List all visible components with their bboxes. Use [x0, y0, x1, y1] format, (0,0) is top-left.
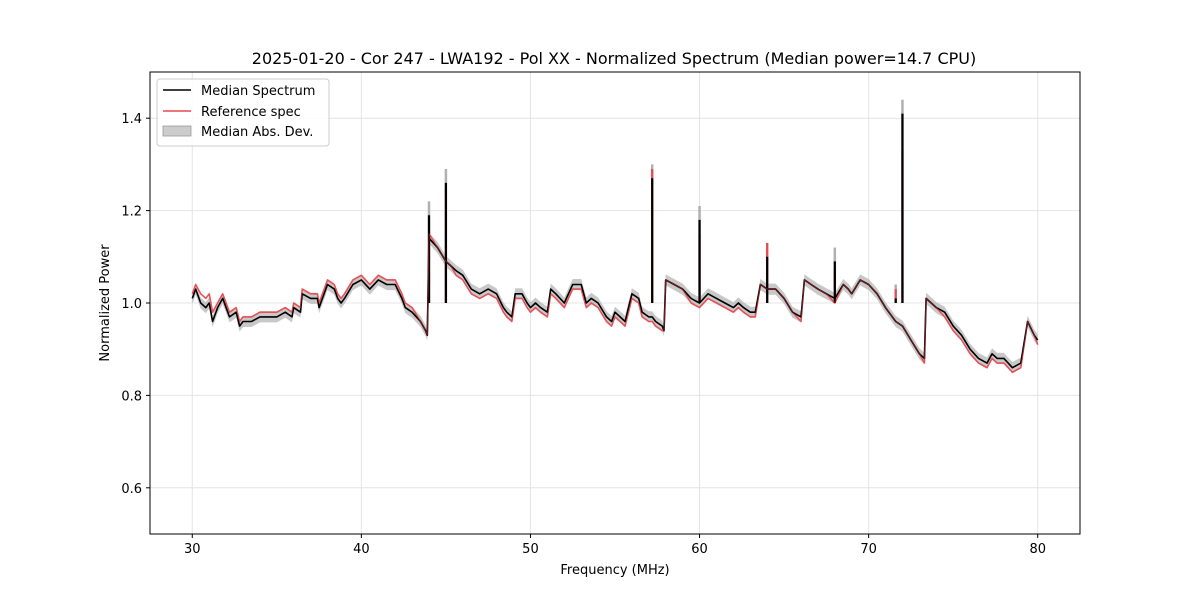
x-tick-label: 70	[860, 542, 877, 557]
legend-reference-label: Reference spec	[201, 105, 301, 120]
median-series-layer	[191, 113, 1039, 373]
legend-box	[156, 78, 330, 147]
x-tick-label: 30	[184, 542, 201, 557]
chart-title: 2025-01-20 - Cor 247 - LWA192 - Pol XX -…	[252, 49, 976, 68]
reference-overlay-line	[191, 233, 1039, 373]
y-axis-label: Normalized Power	[98, 244, 113, 362]
y-tick-label: 1.4	[121, 112, 142, 127]
legend-mad-label: Median Abs. Dev.	[201, 125, 313, 140]
x-tick-label: 60	[691, 542, 708, 557]
x-tick-label: 40	[353, 542, 370, 557]
axis-ticks: 30 40 50 60 70 80 0.6 0.8 1.0 1.2 1.4	[121, 112, 1046, 557]
legend-mad-swatch	[162, 125, 192, 137]
y-tick-label: 0.6	[121, 482, 142, 497]
legend-median-label: Median Spectrum	[201, 84, 315, 99]
x-tick-label: 80	[1029, 542, 1046, 557]
y-tick-label: 0.8	[121, 389, 142, 404]
legend: Median Spectrum Reference spec Median Ab…	[156, 78, 330, 147]
median-line	[191, 237, 1039, 369]
y-tick-label: 1.2	[121, 205, 142, 220]
y-tick-label: 1.0	[121, 297, 142, 312]
x-tick-label: 50	[522, 542, 539, 557]
x-axis-label: Frequency (MHz)	[560, 563, 669, 578]
